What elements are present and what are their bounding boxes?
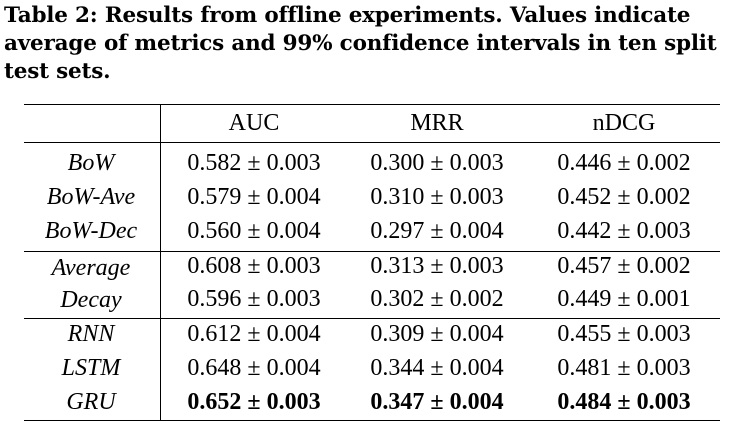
column-rule xyxy=(160,104,161,420)
column-header-ndcg: nDCG xyxy=(592,110,656,136)
group-rule xyxy=(24,251,720,252)
table-cell: 0.455 ± 0.003 xyxy=(557,321,691,347)
table-bottom-rule xyxy=(24,420,720,421)
group-rule xyxy=(24,318,720,319)
table-cell: 0.579 ± 0.004 xyxy=(187,184,321,210)
table-cell: 0.608 ± 0.003 xyxy=(187,253,321,279)
table-cell: 0.452 ± 0.002 xyxy=(557,184,691,210)
caption-line: average of metrics and 99% confidence in… xyxy=(4,31,717,56)
table-cell: 0.344 ± 0.004 xyxy=(370,355,504,381)
table-cell: 0.648 ± 0.004 xyxy=(187,355,321,381)
table-cell: 0.612 ± 0.004 xyxy=(187,321,321,347)
row-label: BoW xyxy=(67,150,115,176)
table-caption: Table 2: Results from offline experiment… xyxy=(4,2,740,86)
row-label: GRU xyxy=(66,389,116,415)
column-header-auc: AUC xyxy=(228,110,280,136)
row-label: LSTM xyxy=(61,355,121,381)
header-rule xyxy=(24,142,720,143)
table-cell: 0.560 ± 0.004 xyxy=(187,218,321,244)
table-cell: 0.442 ± 0.003 xyxy=(557,218,691,244)
table-cell: 0.300 ± 0.003 xyxy=(370,150,504,176)
table-cell: 0.457 ± 0.002 xyxy=(557,253,691,279)
table-cell-best: 0.347 ± 0.004 xyxy=(370,389,504,415)
row-label: BoW-Dec xyxy=(44,218,138,244)
table-cell: 0.582 ± 0.003 xyxy=(187,150,321,176)
column-header-mrr: MRR xyxy=(410,110,464,136)
table-top-rule xyxy=(24,104,720,105)
table-cell: 0.481 ± 0.003 xyxy=(557,355,691,381)
table-cell: 0.313 ± 0.003 xyxy=(370,253,504,279)
table-cell-best: 0.484 ± 0.003 xyxy=(557,389,691,415)
table-cell: 0.449 ± 0.001 xyxy=(557,286,691,312)
table-cell: 0.297 ± 0.004 xyxy=(370,218,504,244)
table-cell: 0.309 ± 0.004 xyxy=(370,321,504,347)
caption-line: test sets. xyxy=(4,59,111,84)
table-cell: 0.302 ± 0.002 xyxy=(370,286,504,312)
table-cell: 0.310 ± 0.003 xyxy=(370,184,504,210)
table-cell-best: 0.652 ± 0.003 xyxy=(187,389,321,415)
row-label: BoW-Ave xyxy=(46,184,136,210)
caption-line: Table 2: Results from offline experiment… xyxy=(4,3,691,28)
row-label: Average xyxy=(51,255,131,281)
row-label: Decay xyxy=(60,287,122,313)
table-cell: 0.596 ± 0.003 xyxy=(187,286,321,312)
row-label: RNN xyxy=(67,321,115,347)
table-cell: 0.446 ± 0.002 xyxy=(557,150,691,176)
